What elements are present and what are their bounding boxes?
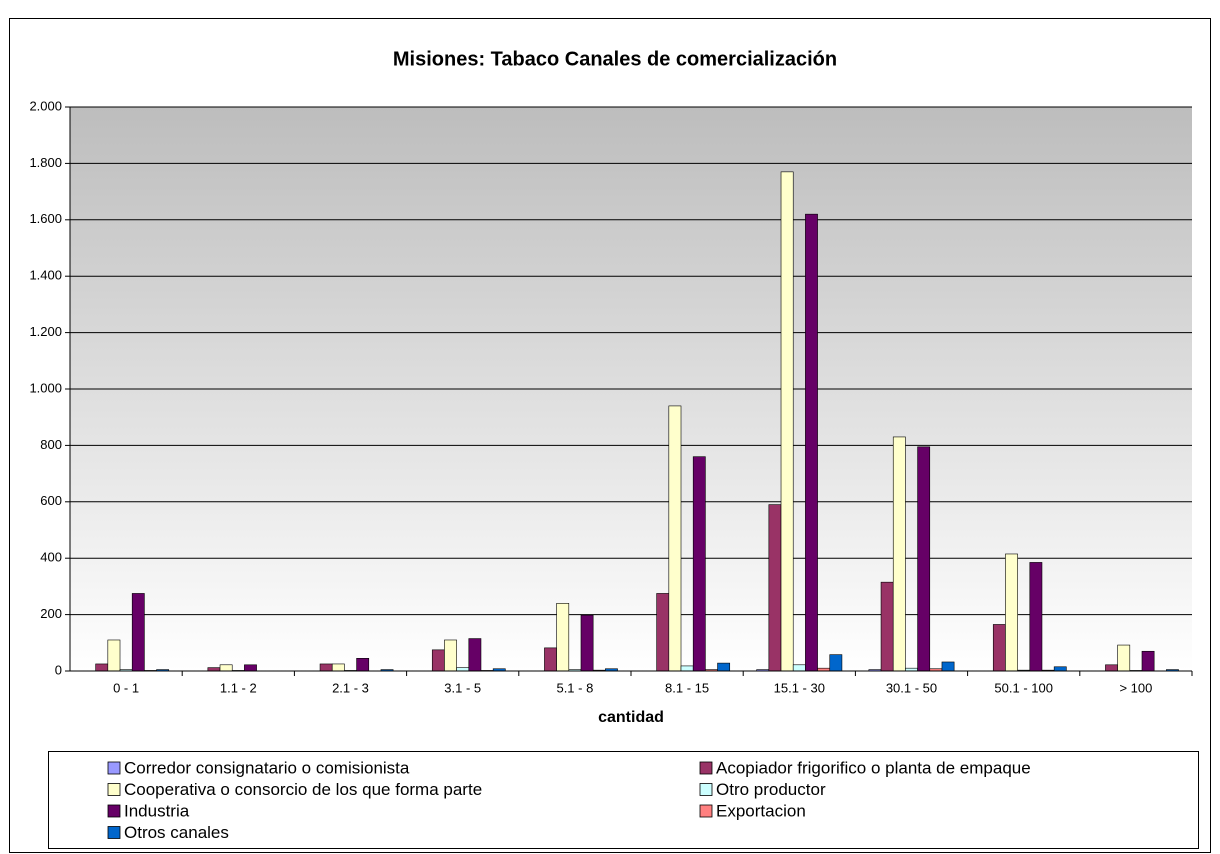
legend-label: Corredor consignatario o comisionista	[124, 758, 410, 777]
legend-swatch	[107, 783, 121, 796]
legend-swatch	[699, 761, 713, 775]
bar	[319, 663, 333, 672]
bar	[941, 661, 955, 672]
bar	[717, 662, 731, 672]
bar	[331, 663, 345, 672]
y-tick-label: 800	[40, 437, 62, 452]
y-tick-label: 600	[40, 493, 62, 508]
x-tick-label: 8.1 - 15	[665, 680, 709, 695]
x-tick-label: 15.1 - 30	[774, 680, 825, 695]
legend-label: Exportacion	[716, 801, 806, 820]
legend-label: Otros canales	[124, 823, 229, 842]
bar	[244, 664, 257, 672]
bar	[792, 664, 806, 672]
x-tick-label: 2.1 - 3	[332, 680, 369, 695]
x-tick-label: 3.1 - 5	[444, 680, 481, 695]
bar	[95, 663, 109, 672]
legend-label: Acopiador frigorifico o planta de empaqu…	[716, 758, 1031, 777]
bar	[468, 638, 482, 672]
bar	[1141, 650, 1155, 672]
bar	[992, 624, 1006, 672]
legend-swatch	[107, 761, 121, 775]
y-tick-label: 200	[40, 606, 62, 621]
bar	[892, 436, 906, 672]
bar	[656, 593, 670, 672]
legend-swatch	[699, 804, 713, 818]
y-tick-label: 1.400	[29, 268, 62, 283]
legend-label: Otro productor	[716, 780, 826, 799]
bar	[668, 405, 682, 672]
legend-label: Cooperativa o consorcio de los que forma…	[124, 780, 482, 799]
bar	[1105, 664, 1118, 672]
bar	[768, 504, 782, 672]
legend-box	[48, 751, 1199, 849]
bar	[131, 593, 145, 672]
x-axis-title: cantidad	[598, 709, 664, 726]
x-tick-label: 50.1 - 100	[994, 680, 1053, 695]
y-tick-label: 1.200	[29, 324, 62, 339]
chart-title: Misiones: Tabaco Canales de comercializa…	[393, 48, 837, 70]
y-tick-label: 1.000	[29, 380, 62, 395]
bar	[219, 664, 233, 672]
legend-label: Industria	[124, 801, 190, 820]
bar	[692, 456, 706, 672]
bar	[356, 658, 370, 672]
y-tick-label: 1.800	[29, 155, 62, 170]
x-tick-label: 5.1 - 8	[556, 680, 593, 695]
bar	[1117, 644, 1131, 672]
bar	[780, 171, 794, 672]
bar	[680, 665, 694, 672]
bar	[431, 649, 445, 672]
legend-swatch	[107, 826, 121, 839]
x-tick-label: 1.1 - 2	[220, 680, 257, 695]
y-tick-label: 2.000	[29, 98, 62, 113]
y-tick-label: 400	[40, 550, 62, 565]
y-tick-label: 0	[55, 662, 62, 677]
bar	[207, 667, 221, 672]
bar	[544, 647, 557, 672]
bar	[917, 446, 931, 672]
bar	[580, 614, 594, 672]
legend-swatch	[107, 804, 121, 818]
x-tick-label: 30.1 - 50	[886, 680, 937, 695]
bar	[1005, 553, 1018, 672]
x-tick-label: > 100	[1119, 680, 1152, 695]
bar	[107, 639, 121, 672]
bar	[829, 654, 843, 672]
legend-swatch	[699, 783, 713, 796]
bar	[805, 213, 818, 672]
bar	[1029, 562, 1043, 672]
y-tick-label: 1.600	[29, 211, 62, 226]
x-tick-label: 0 - 1	[113, 680, 139, 695]
bar	[456, 667, 470, 672]
bar	[556, 603, 570, 672]
bar	[1053, 666, 1067, 672]
bar	[880, 581, 894, 672]
bar	[444, 639, 457, 672]
